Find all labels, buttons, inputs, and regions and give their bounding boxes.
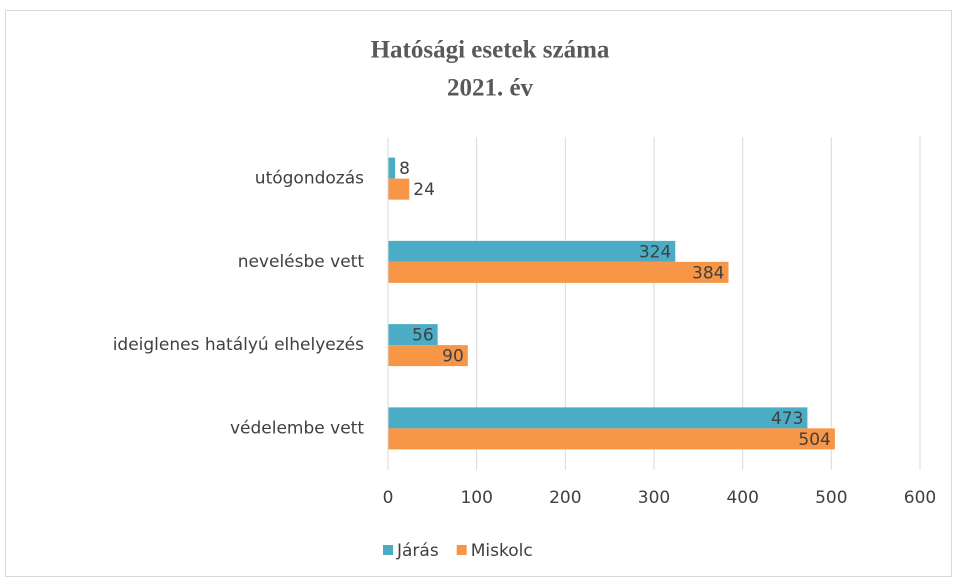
bar <box>388 407 808 429</box>
bar <box>388 428 835 450</box>
x-tick-label: 300 <box>638 488 670 508</box>
x-tick-label: 200 <box>549 488 581 508</box>
y-tick-label: nevelésbe vett <box>238 252 365 272</box>
data-label: 90 <box>442 347 464 367</box>
legend-swatch <box>383 545 393 555</box>
data-label: 324 <box>639 242 671 262</box>
x-tick-label: 0 <box>383 488 394 508</box>
x-tick-label: 400 <box>726 488 758 508</box>
data-label: 8 <box>399 159 410 179</box>
x-tick-label: 100 <box>460 488 492 508</box>
legend-swatch <box>456 545 467 555</box>
bar <box>388 178 410 200</box>
bar <box>388 324 438 346</box>
bar <box>388 261 729 283</box>
y-tick-label: védelembe vett <box>230 418 364 438</box>
legend-label: Járás <box>396 541 439 561</box>
chart-border <box>5 10 952 577</box>
legend-label: Miskolc <box>471 541 533 561</box>
data-label: 56 <box>412 326 434 346</box>
chart-subtitle: 2021. év <box>447 75 534 102</box>
bar <box>388 345 468 367</box>
x-tick-label: 500 <box>815 488 847 508</box>
chart-title: Hatósági esetek száma <box>371 37 610 64</box>
data-label: 384 <box>692 263 724 283</box>
data-label: 24 <box>413 180 435 200</box>
y-tick-label: utógondozás <box>255 169 364 189</box>
bar <box>388 240 676 262</box>
bar <box>388 157 396 179</box>
x-tick-label: 600 <box>904 488 936 508</box>
y-tick-label: ideiglenes hatályú elhelyezés <box>113 335 364 355</box>
data-label: 473 <box>771 409 803 429</box>
data-label: 504 <box>798 430 830 450</box>
